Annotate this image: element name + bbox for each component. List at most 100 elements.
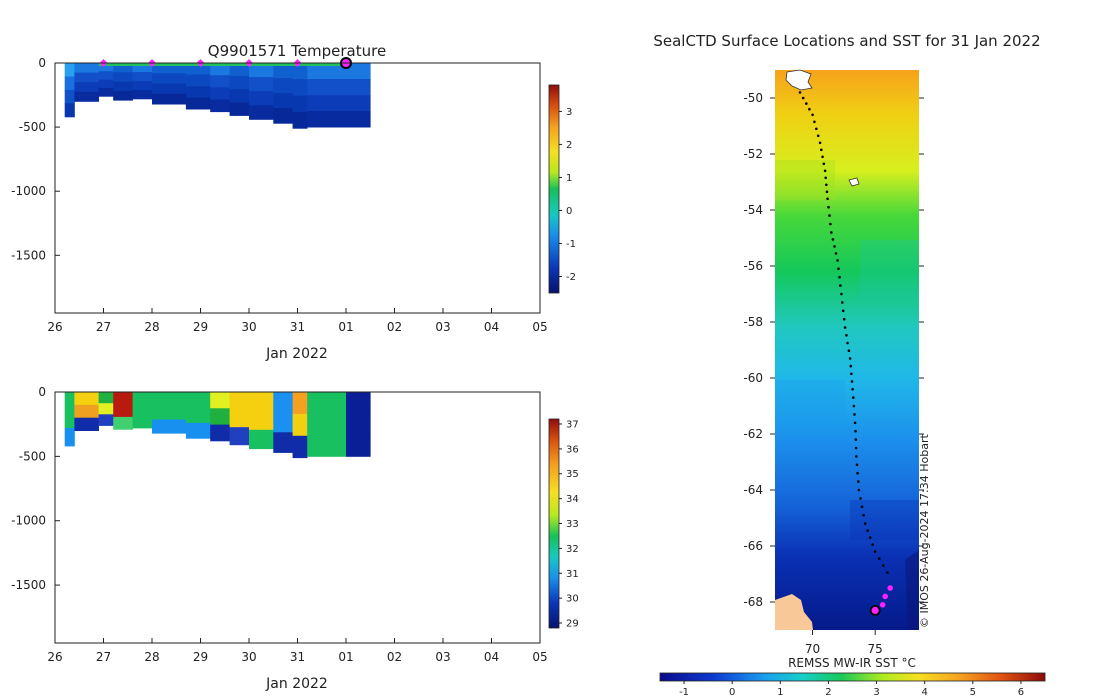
track-point xyxy=(862,513,865,517)
profile-cell xyxy=(74,404,99,419)
y-tick-label: -1000 xyxy=(11,184,46,198)
map-colorbar-ticks: -1 0 1 2 3 4 5 6 xyxy=(679,681,1024,698)
profile-cell xyxy=(307,392,347,414)
profile-cell xyxy=(229,392,250,410)
y-tick-label: -1000 xyxy=(11,514,46,528)
profile-cell xyxy=(249,91,274,106)
y-tick-label: -1500 xyxy=(11,578,46,592)
x-tick-label: 04 xyxy=(484,650,499,664)
profile-cell xyxy=(273,412,294,433)
profile-cell xyxy=(74,417,99,431)
colorbar-tick-label: 34 xyxy=(566,494,579,505)
track-point xyxy=(853,421,857,425)
colorbar-tick-label: 30 xyxy=(566,594,579,605)
x-tick-label: 05 xyxy=(532,650,547,664)
track-point xyxy=(854,446,858,450)
x-tick-label: 30 xyxy=(241,650,256,664)
profile-cell xyxy=(307,434,347,457)
track-point xyxy=(829,222,832,226)
sst-patch xyxy=(775,380,845,430)
profile-cell xyxy=(249,429,274,450)
track-point xyxy=(824,176,827,180)
profile-cell xyxy=(292,63,308,80)
x-tick-label: 01 xyxy=(338,650,353,664)
profile-cell xyxy=(229,102,250,116)
profile-cell xyxy=(249,410,274,431)
salinity-colorbar xyxy=(548,418,560,629)
profile-cell xyxy=(113,81,133,92)
profile-cell xyxy=(64,410,75,429)
y-tick-label: 0 xyxy=(38,385,46,399)
profile-cell xyxy=(273,93,294,109)
track-point xyxy=(805,102,808,105)
sst-colorbar-tick-label: -1 xyxy=(679,687,689,698)
lat-tick-label: -64 xyxy=(743,483,763,497)
track-point xyxy=(859,497,862,500)
colorbar-tick-label: 33 xyxy=(566,519,579,530)
lat-tick-label: -62 xyxy=(743,427,763,441)
profile-cell xyxy=(346,434,371,457)
profile-cell xyxy=(185,86,211,98)
profile-cell xyxy=(113,63,133,73)
track-point xyxy=(847,349,851,353)
profile-cell xyxy=(346,79,371,96)
profile-cell xyxy=(292,79,308,96)
profile-cell xyxy=(346,413,371,436)
heard-island xyxy=(848,177,860,187)
profile-cell xyxy=(185,422,211,439)
temperature-colorbar xyxy=(548,84,560,294)
profile-cell xyxy=(307,79,347,96)
recent-position-marker xyxy=(882,593,888,600)
temperature-y-ticks: 0 -500 -1000 -1500 xyxy=(11,56,60,262)
lon-tick-label: 75 xyxy=(868,642,883,656)
profile-cell xyxy=(98,414,114,426)
track-point xyxy=(877,557,881,560)
track-point xyxy=(841,301,844,304)
colorbar-tick-label: 2 xyxy=(566,140,572,151)
track-point xyxy=(823,169,827,173)
x-tick-label: 26 xyxy=(47,650,62,664)
salinity-x-label: Jan 2022 xyxy=(265,676,328,692)
track-point xyxy=(815,127,818,131)
seal-track xyxy=(798,91,893,616)
x-tick-label: 04 xyxy=(484,320,499,334)
profile-cell xyxy=(307,63,347,80)
salinity-colorbar-ticks: 37 36 35 34 33 32 31 30 29 xyxy=(559,419,579,630)
colorbar-tick-label: 3 xyxy=(566,107,572,118)
temperature-plot-area xyxy=(64,57,371,129)
sst-colorbar-tick-label: 0 xyxy=(729,687,735,698)
track-point xyxy=(849,364,853,368)
track-point xyxy=(818,141,822,145)
track-point xyxy=(871,543,874,546)
temperature-chart: Q9901571 Temperature 26 27 28 29 30 31 01 02 03 0… xyxy=(11,42,576,362)
profile-cell xyxy=(185,63,211,75)
profile-cell xyxy=(132,72,153,82)
track-point xyxy=(827,205,830,209)
profile-cell xyxy=(229,76,250,90)
map-colorbar-label: REMSS MW-IR SST °C xyxy=(788,656,916,670)
y-tick-label: -1500 xyxy=(11,248,46,262)
temperature-x-ticks: 26 27 28 29 30 31 01 02 03 04 05 xyxy=(47,308,548,334)
profile-cell xyxy=(98,63,114,72)
colorbar-tick-label: -1 xyxy=(566,239,576,250)
profile-cell xyxy=(346,63,371,80)
x-tick-label: 01 xyxy=(338,320,353,334)
profile-cell xyxy=(74,91,99,102)
profile-cell xyxy=(210,75,230,88)
profile-cell xyxy=(273,78,294,94)
track-point xyxy=(837,267,840,271)
profile-cell xyxy=(98,79,114,89)
track-point xyxy=(842,317,846,321)
sst-colorbar-tick-label: 1 xyxy=(777,687,783,698)
recent-position-marker xyxy=(887,585,893,591)
x-tick-label: 27 xyxy=(96,320,111,334)
lat-tick-label: -68 xyxy=(743,595,763,609)
track-point xyxy=(852,404,856,408)
recent-position-marker xyxy=(879,602,886,608)
track-point xyxy=(822,162,826,166)
sst-colorbar-tick-label: 5 xyxy=(970,687,976,698)
track-point xyxy=(831,238,835,241)
antarctic-land xyxy=(775,594,813,630)
profile-cell xyxy=(185,74,211,87)
x-tick-label: 26 xyxy=(47,320,62,334)
